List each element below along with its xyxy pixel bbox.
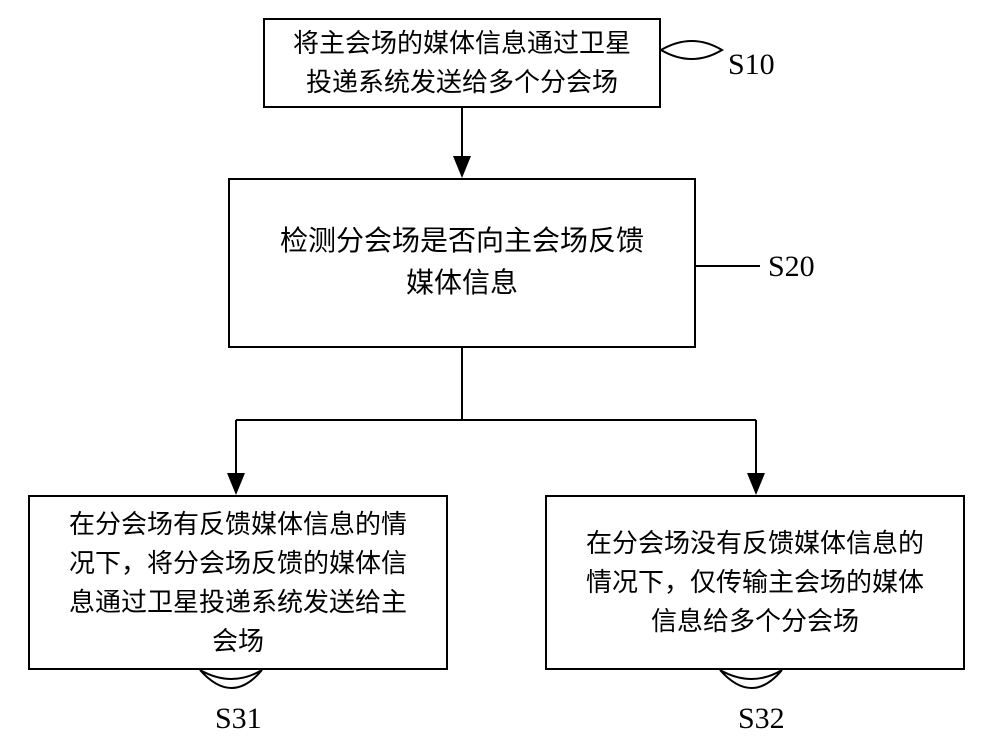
- label-s31: S31: [215, 702, 262, 736]
- label-s10: S10: [728, 48, 775, 82]
- step-s32-box: 在分会场没有反馈媒体信息的 情况下，仅传输主会场的媒体 信息给多个分会场: [545, 495, 965, 670]
- step-s31-text: 在分会场有反馈媒体信息的情 况下，将分会场反馈的媒体信 息通过卫星投递系统发送给…: [59, 499, 417, 667]
- step-s10-text: 将主会场的媒体信息通过卫星 投递系统发送给多个分会场: [283, 18, 641, 108]
- step-s32-text: 在分会场没有反馈媒体信息的 情况下，仅传输主会场的媒体 信息给多个分会场: [576, 518, 934, 647]
- label-s20: S20: [768, 250, 815, 284]
- step-s20-box: 检测分会场是否向主会场反馈 媒体信息: [228, 178, 696, 348]
- step-s10-box: 将主会场的媒体信息通过卫星 投递系统发送给多个分会场: [263, 18, 661, 108]
- flowchart-canvas: 将主会场的媒体信息通过卫星 投递系统发送给多个分会场 检测分会场是否向主会场反馈…: [0, 0, 1000, 745]
- step-s31-box: 在分会场有反馈媒体信息的情 况下，将分会场反馈的媒体信 息通过卫星投递系统发送给…: [28, 495, 448, 670]
- step-s20-text: 检测分会场是否向主会场反馈 媒体信息: [270, 215, 654, 311]
- label-s32: S32: [738, 702, 785, 736]
